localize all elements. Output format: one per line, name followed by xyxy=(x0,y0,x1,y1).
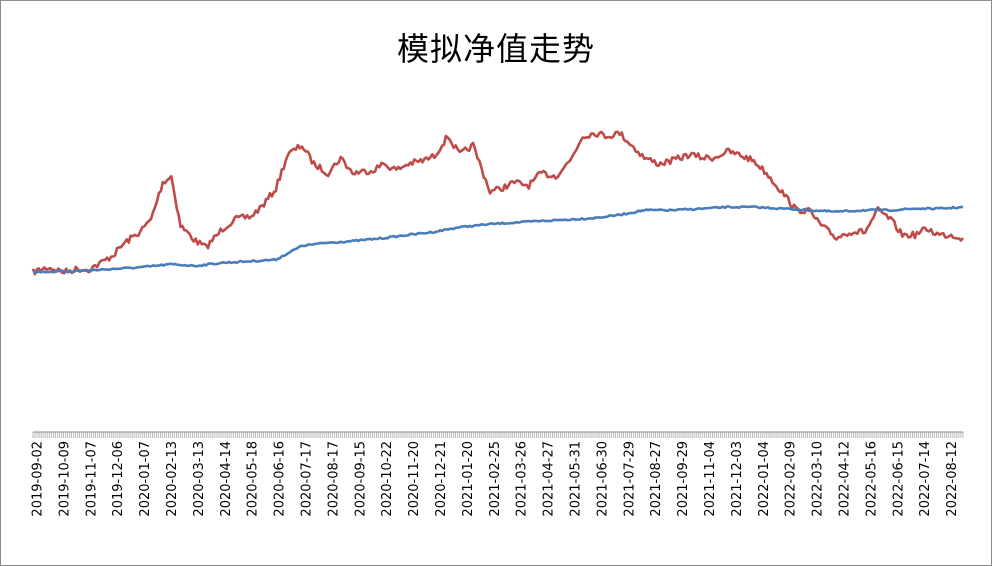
x-tick-label: 2019-11-07 xyxy=(84,441,99,517)
series-line-blue xyxy=(32,205,964,274)
x-tick-label: 2019-09-02 xyxy=(31,441,46,517)
x-tick-label: 2022-07-14 xyxy=(918,441,933,517)
x-tick-label: 2021-07-29 xyxy=(622,441,637,517)
x-tick-label: 2021-04-27 xyxy=(542,441,557,517)
series-layer xyxy=(31,130,965,276)
x-tick-label: 2021-05-31 xyxy=(569,441,584,517)
x-tick-label: 2020-09-15 xyxy=(353,441,368,517)
x-tick-label: 2021-06-30 xyxy=(595,441,610,517)
x-tick-label: 2022-06-15 xyxy=(891,441,906,517)
x-tick-label: 2021-08-27 xyxy=(649,441,664,517)
x-tick-label: 2020-12-21 xyxy=(434,441,449,517)
x-tick-label: 2021-01-20 xyxy=(461,441,476,517)
x-tick-label: 2020-02-13 xyxy=(165,441,180,517)
x-tick-label: 2022-01-04 xyxy=(757,441,772,517)
x-tick-labels: 2019-09-02 2019-10-09 2019-11-07 2019-12-06… xyxy=(31,441,961,517)
x-tick-label: 2022-08-12 xyxy=(945,441,960,517)
x-tick-label: 2020-01-07 xyxy=(138,441,153,517)
x-tick-label: 2020-08-17 xyxy=(326,441,341,517)
x-tick-label: 2020-05-18 xyxy=(246,441,261,517)
x-tick-label: 2020-07-17 xyxy=(300,441,315,517)
x-tick-label: 2021-09-29 xyxy=(676,441,691,517)
x-tick-label: 2020-10-22 xyxy=(380,441,395,517)
x-tick-label: 2022-04-12 xyxy=(838,441,853,517)
x-tick-label: 2022-03-10 xyxy=(811,441,826,517)
x-tick-label: 2022-02-09 xyxy=(784,441,799,517)
x-axis xyxy=(32,431,964,438)
x-tick-label: 2021-03-26 xyxy=(515,441,530,517)
x-tick-label: 2019-12-06 xyxy=(111,441,126,517)
x-tick-label: 2020-03-13 xyxy=(192,441,207,517)
x-tick-label: 2021-11-04 xyxy=(703,441,718,517)
x-tick-label: 2022-05-16 xyxy=(864,441,879,517)
x-tick-label: 2020-04-14 xyxy=(219,441,234,517)
x-tick-label: 2020-11-20 xyxy=(407,441,422,517)
x-tick-label: 2020-06-16 xyxy=(273,441,288,517)
chart-title: 模拟净值走势 xyxy=(396,30,595,68)
x-tick-label: 2021-02-25 xyxy=(488,441,503,517)
x-tick-label: 2019-10-09 xyxy=(57,441,72,517)
x-tick-label: 2021-12-03 xyxy=(730,441,745,517)
series-line-red xyxy=(31,130,965,276)
